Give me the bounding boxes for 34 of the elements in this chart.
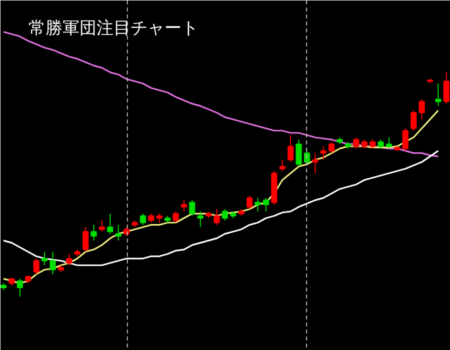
candlestick <box>410 110 417 132</box>
candlestick <box>66 254 72 266</box>
candlestick <box>288 134 294 163</box>
candlestick <box>98 220 105 232</box>
candlestick <box>16 278 23 298</box>
candlestick <box>418 98 425 120</box>
candlestick <box>246 195 253 210</box>
candlestick <box>33 258 40 275</box>
candlestick <box>140 213 146 226</box>
candlestick <box>328 141 335 154</box>
candlestick <box>222 208 228 221</box>
candlestick <box>42 251 48 266</box>
candlestick <box>262 197 270 212</box>
candlestick <box>279 159 286 172</box>
candlestick <box>254 197 261 212</box>
candlestick <box>296 139 302 168</box>
candlestick <box>82 226 89 252</box>
candlestick <box>312 152 318 174</box>
candlestick <box>214 208 220 226</box>
candlestick <box>180 200 188 212</box>
candlestick <box>50 251 56 275</box>
candlestick <box>435 83 442 106</box>
candlestick <box>189 200 196 216</box>
candlestick <box>172 210 179 224</box>
chart-title: 常勝軍団注目チャート <box>28 18 198 38</box>
candlestick <box>115 224 122 242</box>
candlestick <box>320 146 326 160</box>
candlestick <box>353 136 360 150</box>
candlestick <box>386 136 392 150</box>
candlestick <box>107 213 114 234</box>
candlestick <box>443 72 450 104</box>
candlestick <box>90 224 97 242</box>
candlestick <box>197 210 204 228</box>
candlestick <box>402 128 408 152</box>
